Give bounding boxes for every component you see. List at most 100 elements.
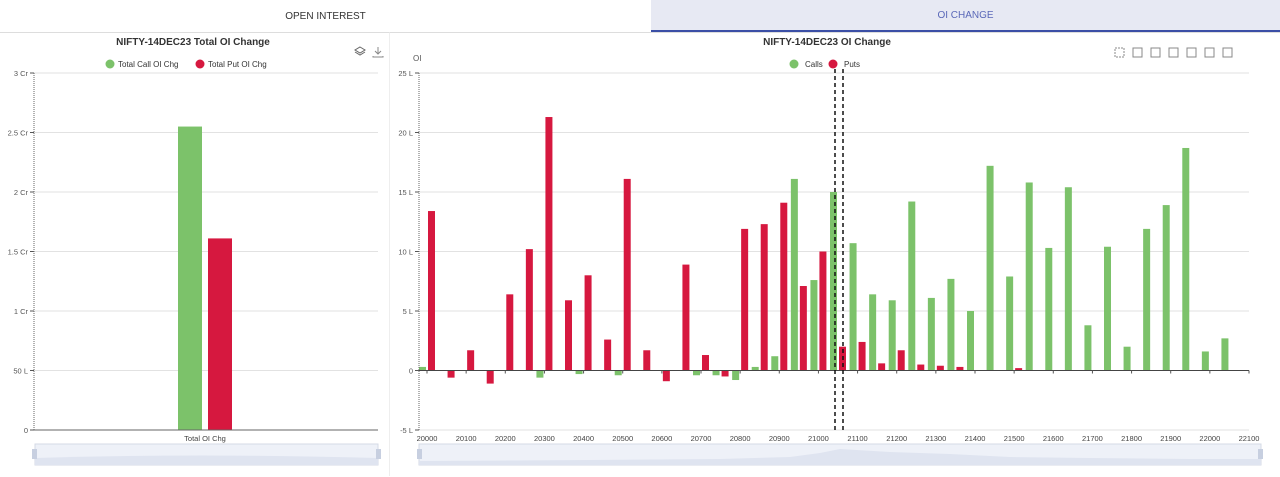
bar-puts-20650[interactable] bbox=[682, 264, 690, 371]
bar-puts-20300[interactable] bbox=[545, 117, 553, 371]
zoom-reset-icon-glyph bbox=[1132, 47, 1143, 58]
bar-calls-20800[interactable] bbox=[732, 370, 740, 381]
bar-calls-21000[interactable] bbox=[810, 280, 818, 371]
x-tick-label: 20600 bbox=[651, 434, 672, 443]
bar-calls-20700[interactable] bbox=[693, 370, 700, 376]
bar-puts-21250[interactable] bbox=[917, 364, 925, 371]
bar-puts-21200[interactable] bbox=[897, 350, 905, 371]
bar-calls-20900[interactable] bbox=[771, 356, 779, 371]
download-icon[interactable] bbox=[372, 47, 384, 58]
bar-puts-20700[interactable] bbox=[702, 355, 709, 371]
bar-calls-21750[interactable] bbox=[1104, 246, 1111, 371]
legend-label[interactable]: Calls bbox=[805, 60, 823, 69]
bar-puts-20450[interactable] bbox=[604, 339, 612, 371]
bar-calls-21450[interactable] bbox=[986, 165, 994, 371]
restore-icon[interactable] bbox=[1204, 47, 1215, 58]
bar-puts-20150[interactable] bbox=[486, 370, 494, 384]
bar-calls-21300[interactable] bbox=[927, 297, 935, 371]
bar-puts-20050[interactable] bbox=[447, 370, 455, 378]
bar-puts-20750[interactable] bbox=[721, 370, 729, 377]
bar-puts-21300[interactable] bbox=[936, 365, 944, 371]
bar-calls-21500[interactable] bbox=[1006, 276, 1014, 371]
bar-calls-21850[interactable] bbox=[1143, 228, 1151, 371]
zoom-select-icon[interactable] bbox=[1114, 47, 1125, 58]
x-tick-label: 21400 bbox=[965, 434, 986, 443]
zoom-slider[interactable] bbox=[32, 443, 381, 466]
tab-oi-change[interactable]: OI CHANGE bbox=[651, 0, 1280, 32]
bar-puts-21000[interactable] bbox=[819, 251, 827, 371]
layers-icon[interactable] bbox=[354, 46, 366, 56]
download-icon[interactable] bbox=[1222, 47, 1233, 58]
bar-calls-20000[interactable] bbox=[419, 366, 426, 371]
bar-calls-21350[interactable] bbox=[947, 278, 955, 371]
x-tick-label: 21600 bbox=[1043, 434, 1064, 443]
bar-calls-20750[interactable] bbox=[712, 370, 720, 376]
bar-puts-21500[interactable] bbox=[1015, 368, 1023, 371]
bar-calls-21600[interactable] bbox=[1045, 247, 1053, 371]
bar-puts-20600[interactable] bbox=[662, 370, 670, 382]
slider-handle-left[interactable] bbox=[32, 449, 37, 459]
x-tick-label: 20500 bbox=[612, 434, 633, 443]
tab-open-interest[interactable]: OPEN INTEREST bbox=[0, 0, 651, 32]
legend-label[interactable]: Total Put OI Chg bbox=[208, 60, 267, 69]
bar-calls-21700[interactable] bbox=[1084, 325, 1092, 371]
bar-puts-20350[interactable] bbox=[565, 300, 572, 371]
bar-calls-20500[interactable] bbox=[614, 370, 622, 376]
bar-puts-20000[interactable] bbox=[428, 211, 435, 371]
bar-calls-21100[interactable] bbox=[849, 243, 857, 371]
bar-total-call-oi-chg[interactable] bbox=[178, 126, 202, 431]
bar-puts-20100[interactable] bbox=[467, 350, 475, 371]
bar-calls-20300[interactable] bbox=[536, 370, 544, 378]
bar-calls-21900[interactable] bbox=[1162, 205, 1170, 371]
bar-calls-21550[interactable] bbox=[1025, 182, 1033, 371]
legend-label[interactable]: Puts bbox=[844, 60, 860, 69]
bar-calls-21400[interactable] bbox=[967, 311, 974, 371]
bar-chart-icon-glyph bbox=[1168, 47, 1179, 58]
bar-calls-21250[interactable] bbox=[908, 201, 916, 371]
bar-calls-20950[interactable] bbox=[790, 178, 798, 371]
slider-handle-right[interactable] bbox=[376, 449, 381, 459]
bar-calls-22050[interactable] bbox=[1221, 338, 1229, 371]
y-tick-label: 2 Cr bbox=[14, 188, 29, 197]
bar-calls-22000[interactable] bbox=[1201, 351, 1209, 371]
bar-puts-21150[interactable] bbox=[878, 363, 886, 371]
slider-handle-left[interactable] bbox=[417, 449, 422, 459]
legend-label[interactable]: Total Call OI Chg bbox=[118, 60, 178, 69]
legend-swatch-calls[interactable] bbox=[105, 59, 115, 69]
bar-calls-21200[interactable] bbox=[888, 300, 896, 371]
x-tick-label: 22000 bbox=[1199, 434, 1220, 443]
bar-calls-21800[interactable] bbox=[1123, 346, 1131, 371]
bar-puts-20900[interactable] bbox=[780, 202, 788, 371]
bar-puts-20250[interactable] bbox=[525, 249, 533, 371]
slider-handle-right[interactable] bbox=[1258, 449, 1263, 459]
bar-puts-21350[interactable] bbox=[956, 366, 964, 371]
line-chart-icon[interactable] bbox=[1150, 47, 1161, 58]
x-tick-label: 21100 bbox=[847, 434, 867, 443]
legend-swatch-calls[interactable] bbox=[789, 59, 799, 69]
legend-swatch-puts[interactable] bbox=[195, 59, 205, 69]
bar-puts-20950[interactable] bbox=[799, 286, 807, 371]
bar-calls-21150[interactable] bbox=[869, 294, 877, 371]
bar-puts-20400[interactable] bbox=[584, 275, 592, 371]
layers-icon[interactable] bbox=[1186, 47, 1197, 58]
bar-puts-20850[interactable] bbox=[760, 224, 768, 371]
bar-puts-21100[interactable] bbox=[858, 341, 866, 371]
bar-puts-20800[interactable] bbox=[741, 228, 749, 371]
bar-chart-icon[interactable] bbox=[1168, 47, 1179, 58]
oi-change-panel: NIFTY-14DEC23 OI Change OI Calls Puts -5 … bbox=[390, 32, 1280, 476]
zoom-reset-icon[interactable] bbox=[1132, 47, 1143, 58]
layers-icon-glyph bbox=[1186, 47, 1197, 58]
total-oi-change-panel: NIFTY-14DEC23 Total OI Change Total Call… bbox=[0, 32, 390, 476]
bar-calls-21950[interactable] bbox=[1182, 147, 1190, 371]
bar-calls-21650[interactable] bbox=[1064, 187, 1072, 371]
zoom-slider[interactable] bbox=[417, 443, 1263, 466]
bar-puts-20550[interactable] bbox=[643, 350, 651, 371]
bar-calls-21050[interactable] bbox=[830, 192, 837, 371]
bar-puts-20500[interactable] bbox=[623, 178, 631, 371]
bar-calls-20400[interactable] bbox=[575, 370, 583, 375]
x-tick-label: 20000 bbox=[417, 434, 438, 443]
bar-puts-20200[interactable] bbox=[506, 294, 514, 371]
bar-calls-20850[interactable] bbox=[751, 366, 759, 371]
legend-swatch-puts[interactable] bbox=[828, 59, 838, 69]
bar-total-put-oi-chg[interactable] bbox=[208, 238, 232, 430]
